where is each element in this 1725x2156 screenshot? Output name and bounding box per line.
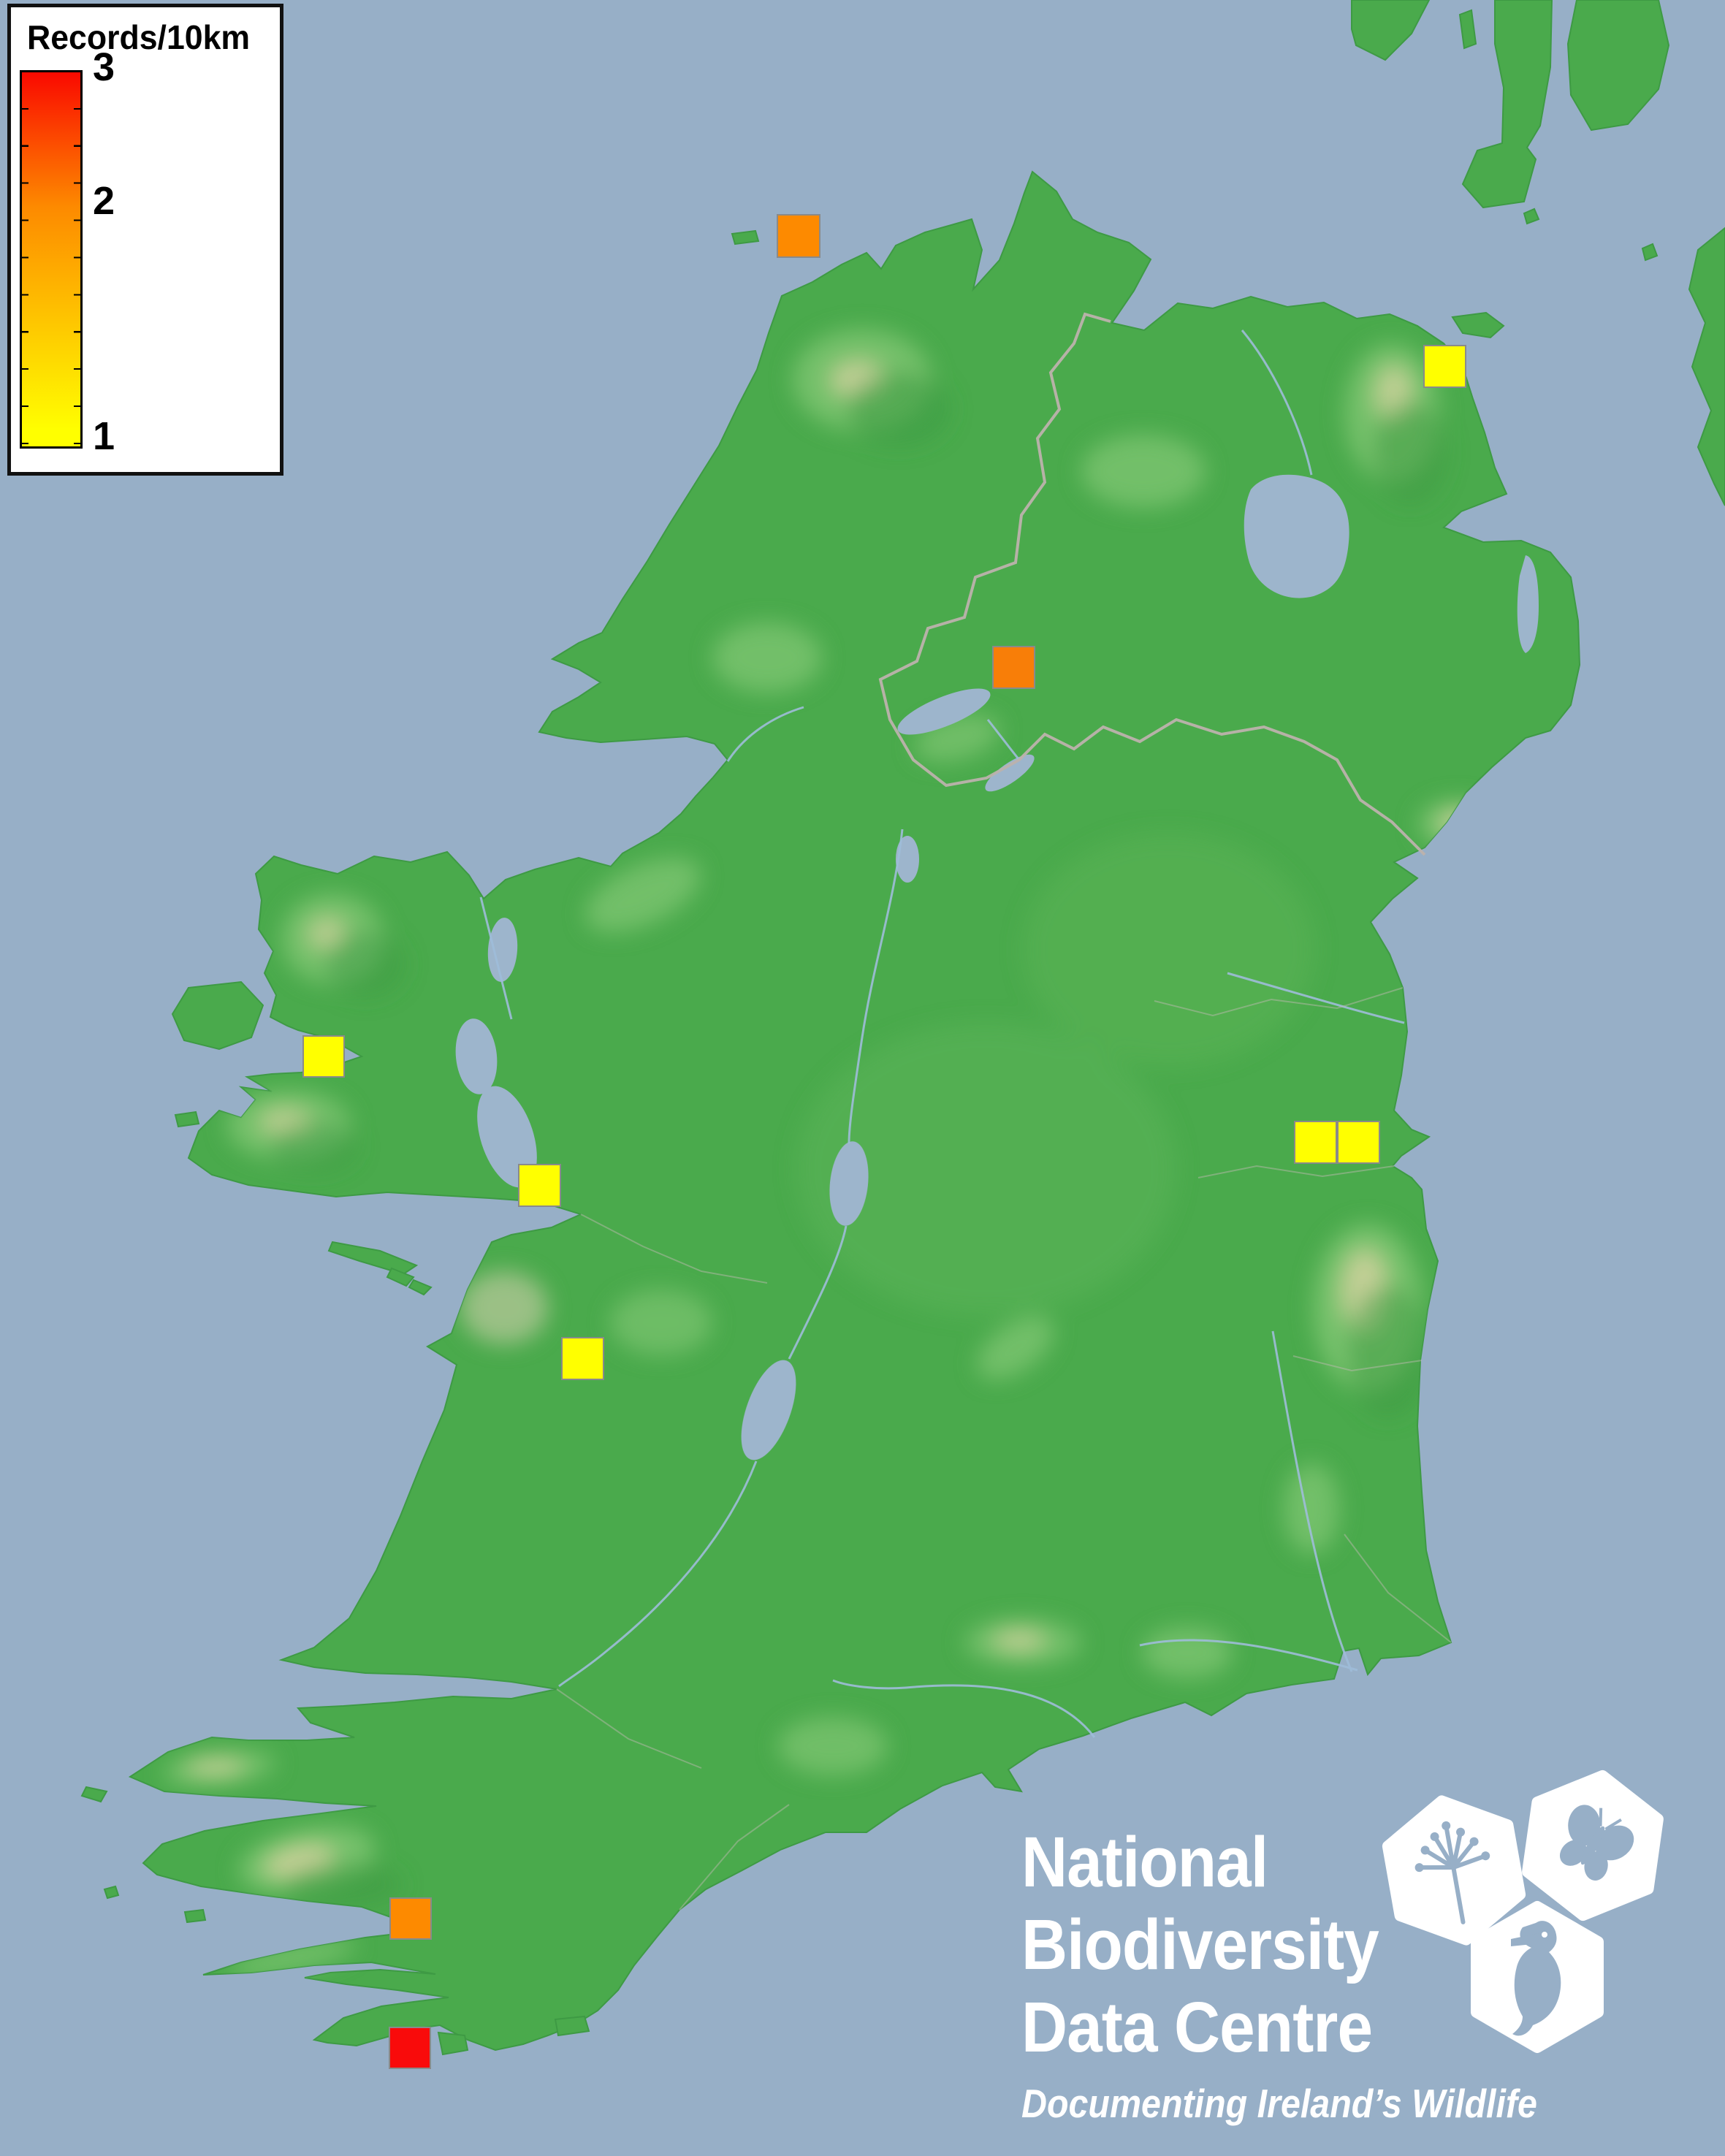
logo-tagline: Documenting Ireland’s Wildlife [1021, 2081, 1537, 2126]
colorbar-ticks-right [74, 72, 80, 446]
rivers [479, 330, 1405, 1738]
legend-title: Records/10km [27, 18, 251, 56]
logo-line-2: Biodiversity [1021, 1905, 1379, 1984]
logo-hexagons [1382, 1770, 1664, 2053]
nbdc-logo: National Biodiversity Data Centre Docume… [1021, 1821, 1607, 2127]
grid-square-galway-bay[interactable] [518, 1164, 561, 1207]
grid-square-clew-bay[interactable] [302, 1035, 345, 1078]
legend-colorbar [20, 70, 83, 449]
tree-icon [1382, 1795, 1526, 1946]
offshore-islands [80, 229, 1505, 2056]
logo-line-1: National [1021, 1822, 1268, 1902]
grid-square-fermanagh[interactable] [992, 646, 1035, 689]
legend-max-label: 3 [93, 45, 115, 89]
lakes [455, 474, 1539, 1460]
ni-border [878, 312, 1426, 856]
county-boundaries [556, 987, 1452, 1911]
logo-line-3: Data Centre [1021, 1987, 1373, 2067]
grid-square-nw-donegal[interactable] [777, 214, 820, 258]
grid-square-mizen-cork[interactable] [389, 2027, 431, 2069]
grid-square-dublin-west[interactable] [1294, 1121, 1337, 1164]
butterfly-icon [1522, 1770, 1664, 1921]
legend-mid-label: 2 [93, 179, 115, 223]
grid-square-dublin-east[interactable] [1337, 1121, 1380, 1164]
grid-square-north-antrim[interactable] [1423, 345, 1466, 388]
legend-panel: Records/10km 3 2 1 [7, 4, 283, 476]
scotland-landmass [1351, 0, 1725, 506]
grid-square-clare[interactable] [561, 1337, 604, 1380]
legend-min-label: 1 [93, 414, 115, 458]
grid-square-kenmare-kerry[interactable] [389, 1897, 432, 1940]
colorbar-ticks-left [22, 72, 28, 446]
seahorse-icon [1471, 1901, 1604, 2053]
relief-shading [162, 329, 1499, 1977]
